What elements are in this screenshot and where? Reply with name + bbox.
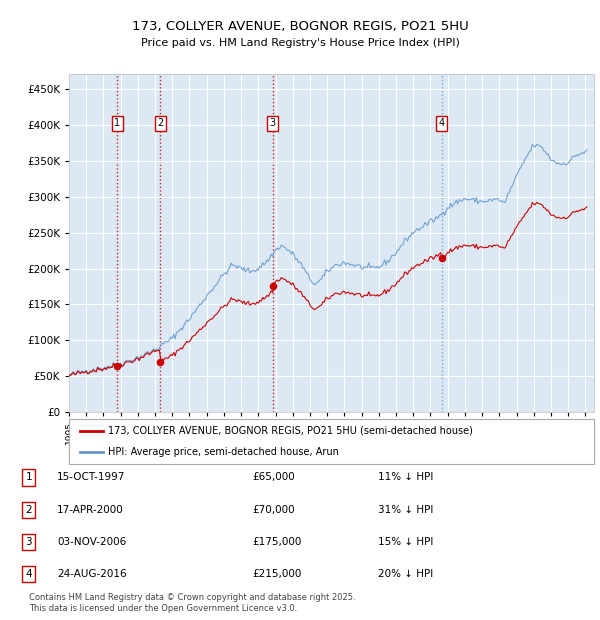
Text: 2: 2 [25, 505, 32, 515]
Text: 17-APR-2000: 17-APR-2000 [57, 505, 124, 515]
Text: 173, COLLYER AVENUE, BOGNOR REGIS, PO21 5HU (semi-detached house): 173, COLLYER AVENUE, BOGNOR REGIS, PO21 … [109, 426, 473, 436]
Text: £175,000: £175,000 [252, 537, 301, 547]
Text: HPI: Average price, semi-detached house, Arun: HPI: Average price, semi-detached house,… [109, 447, 339, 457]
Text: 2: 2 [157, 118, 163, 128]
Text: 20% ↓ HPI: 20% ↓ HPI [378, 569, 433, 579]
Text: 15% ↓ HPI: 15% ↓ HPI [378, 537, 433, 547]
Text: 3: 3 [270, 118, 276, 128]
Text: Contains HM Land Registry data © Crown copyright and database right 2025.
This d: Contains HM Land Registry data © Crown c… [29, 593, 355, 613]
Text: 1: 1 [25, 472, 32, 482]
Text: 3: 3 [25, 537, 32, 547]
Text: £215,000: £215,000 [252, 569, 301, 579]
Text: 24-AUG-2016: 24-AUG-2016 [57, 569, 127, 579]
Point [437, 253, 446, 263]
Text: £65,000: £65,000 [252, 472, 295, 482]
Text: £70,000: £70,000 [252, 505, 295, 515]
Text: 4: 4 [439, 118, 445, 128]
Text: 03-NOV-2006: 03-NOV-2006 [57, 537, 126, 547]
Text: 15-OCT-1997: 15-OCT-1997 [57, 472, 125, 482]
Text: 4: 4 [25, 569, 32, 579]
Text: 11% ↓ HPI: 11% ↓ HPI [378, 472, 433, 482]
Text: 1: 1 [114, 118, 120, 128]
Text: 173, COLLYER AVENUE, BOGNOR REGIS, PO21 5HU: 173, COLLYER AVENUE, BOGNOR REGIS, PO21 … [131, 20, 469, 32]
Text: Price paid vs. HM Land Registry's House Price Index (HPI): Price paid vs. HM Land Registry's House … [140, 38, 460, 48]
Point [155, 357, 165, 367]
Point [112, 361, 122, 371]
Point [268, 281, 278, 291]
Text: 31% ↓ HPI: 31% ↓ HPI [378, 505, 433, 515]
